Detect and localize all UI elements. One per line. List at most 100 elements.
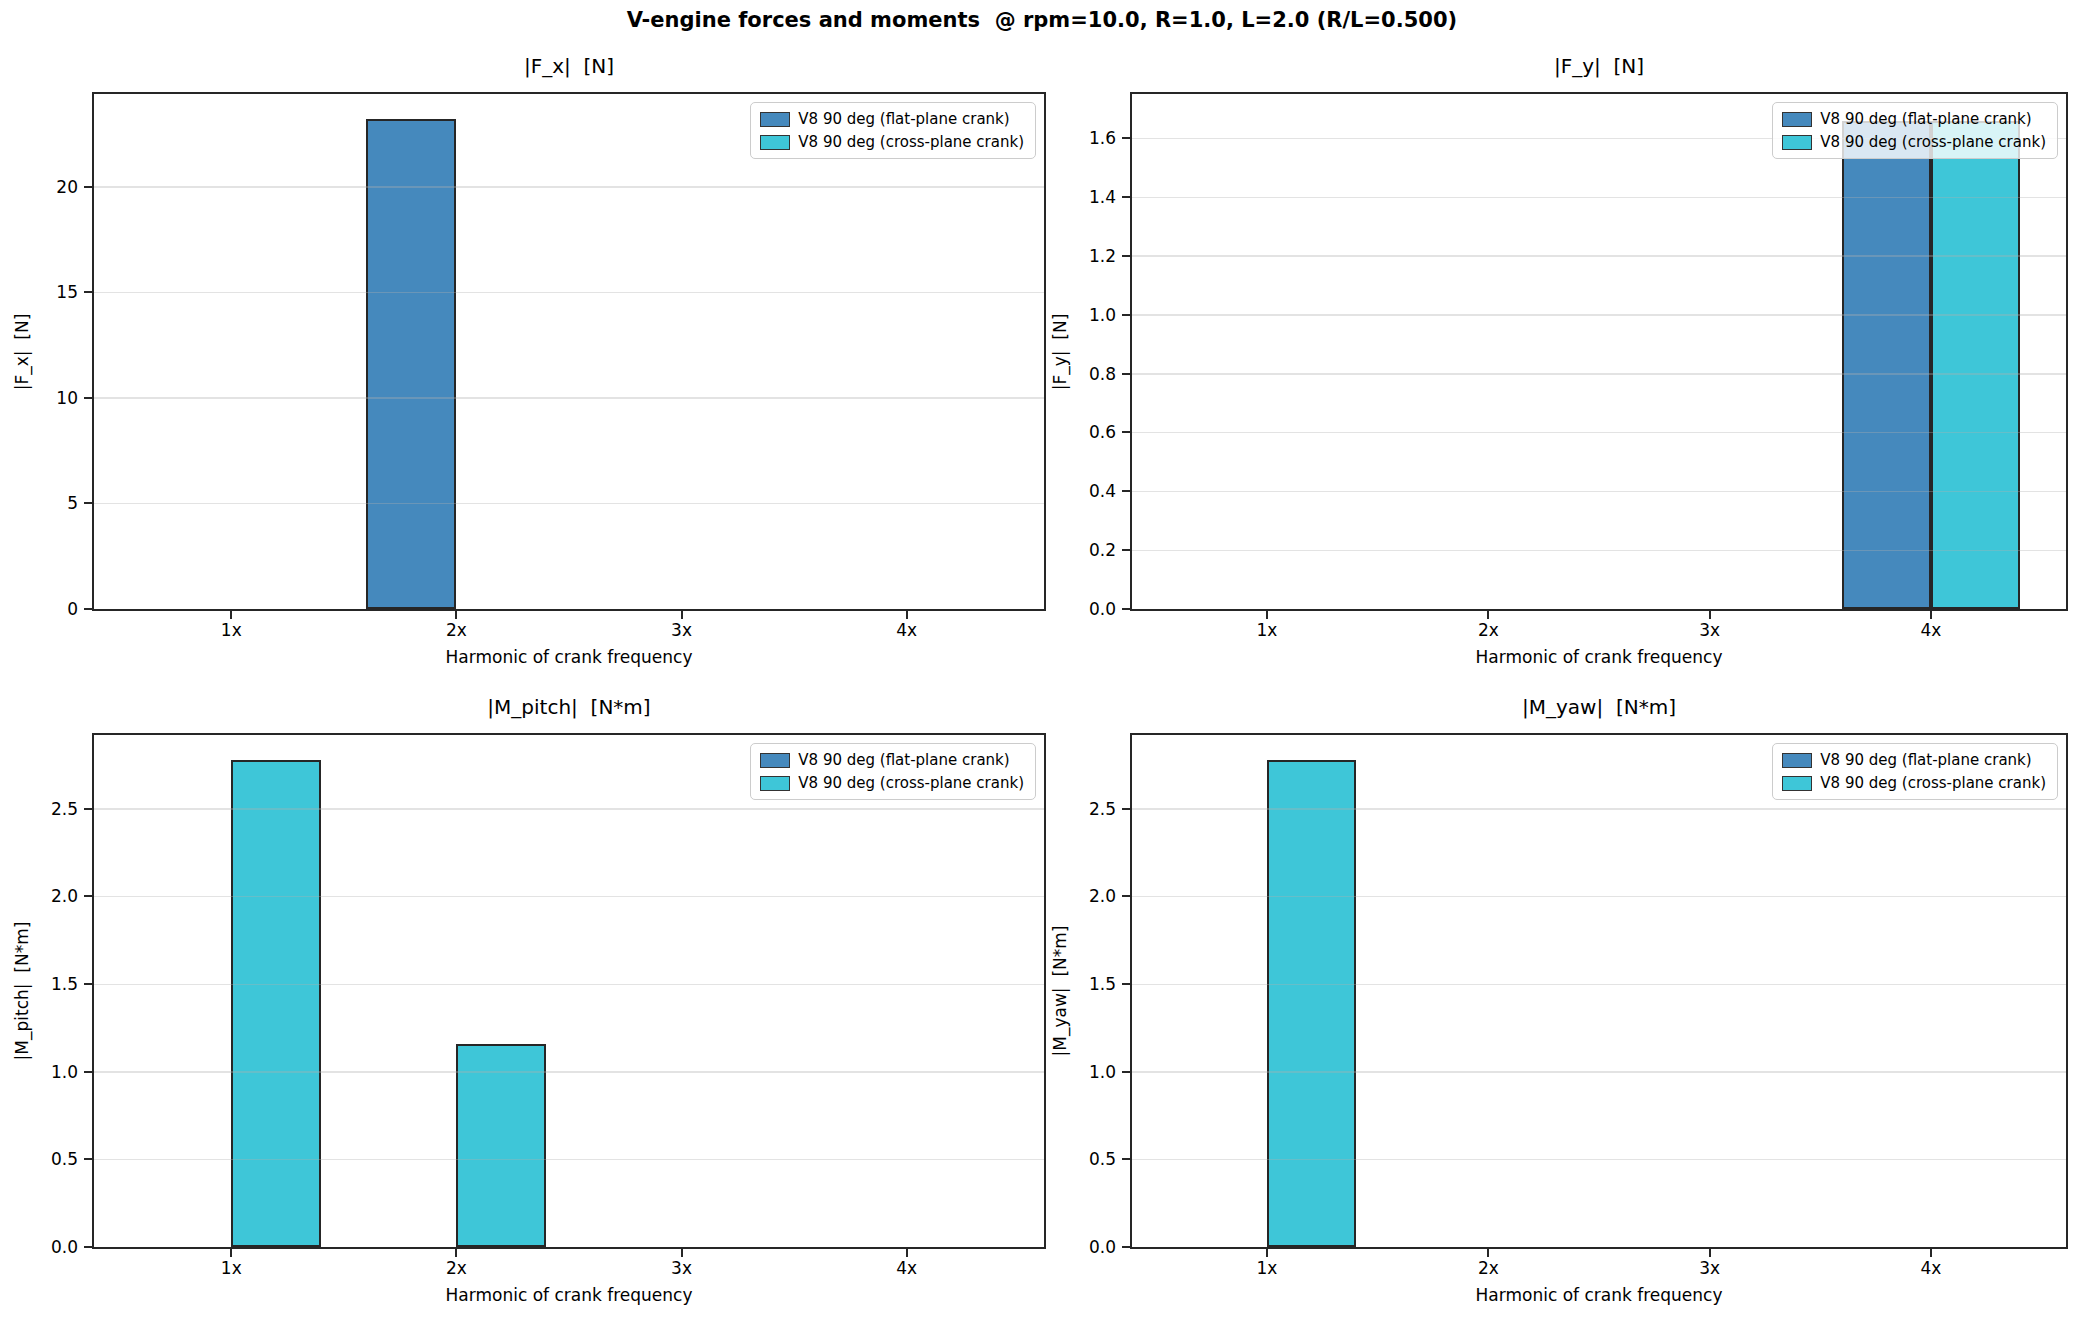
- x-tick-mark: [1709, 611, 1711, 619]
- y-tick-label: 2.0: [1089, 888, 1116, 905]
- gridline: [94, 186, 1044, 188]
- gridline: [94, 984, 1044, 986]
- bar-cross-plane-2x: [456, 1044, 546, 1247]
- cross-plane-swatch: [1782, 135, 1812, 150]
- y-tick-mark: [1122, 983, 1130, 985]
- legend-entry: V8 90 deg (cross-plane crank): [1782, 133, 2046, 151]
- y-tick-label: 0.5: [51, 1151, 78, 1168]
- plot-area-mpitch: 0.00.51.01.52.02.51x2x3x4xV8 90 deg (fla…: [92, 733, 1046, 1249]
- y-tick-mark: [1122, 373, 1130, 375]
- x-tick-label: 1x: [221, 1260, 242, 1277]
- x-tick-label: 3x: [671, 622, 692, 639]
- x-tick-label: 4x: [896, 622, 917, 639]
- y-tick-label: 0.0: [1089, 1239, 1116, 1256]
- y-tick-mark: [84, 1246, 92, 1248]
- gridline: [94, 808, 1044, 810]
- y-tick-label: 1.4: [1089, 189, 1116, 206]
- subplot-fx: |F_x| [N] |F_x| [N] 051015201x2x3x4xV8 9…: [92, 92, 1046, 611]
- y-tick-label: 0.0: [1089, 601, 1116, 618]
- gridline: [94, 292, 1044, 294]
- x-axis-label-fx: Harmonic of crank frequency: [92, 647, 1046, 667]
- y-tick-label: 0.0: [51, 1239, 78, 1256]
- y-tick-label: 1.0: [51, 1063, 78, 1080]
- y-tick-label: 1.5: [51, 976, 78, 993]
- flat-plane-swatch: [760, 753, 790, 768]
- legend-label: V8 90 deg (flat-plane crank): [1820, 110, 2031, 128]
- y-tick-mark: [84, 397, 92, 399]
- gridline: [1132, 314, 2066, 316]
- y-tick-mark: [84, 983, 92, 985]
- legend-label: V8 90 deg (cross-plane crank): [1820, 774, 2046, 792]
- gridline: [1132, 197, 2066, 199]
- figure-title: V-engine forces and moments @ rpm=10.0, …: [0, 8, 2084, 32]
- gridline: [1132, 1159, 2066, 1161]
- x-tick-label: 1x: [1257, 1260, 1278, 1277]
- subplot-title-fx: |F_x| [N]: [92, 54, 1046, 78]
- gridline: [1132, 1071, 2066, 1073]
- legend: V8 90 deg (flat-plane crank) V8 90 deg (c…: [750, 102, 1036, 159]
- legend-entry: V8 90 deg (flat-plane crank): [1782, 751, 2046, 769]
- legend-label: V8 90 deg (flat-plane crank): [798, 751, 1009, 769]
- y-tick-label: 0.4: [1089, 483, 1116, 500]
- y-tick-label: 1.2: [1089, 247, 1116, 264]
- y-tick-mark: [1122, 1158, 1130, 1160]
- plot-area-fx: 051015201x2x3x4xV8 90 deg (flat-plane cr…: [92, 92, 1046, 611]
- gridline: [1132, 550, 2066, 552]
- gridline: [1132, 373, 2066, 375]
- y-axis-label-fy: |F_y| [N]: [1050, 313, 1070, 390]
- legend-entry: V8 90 deg (flat-plane crank): [760, 751, 1024, 769]
- x-tick-label: 2x: [1478, 1260, 1499, 1277]
- subplot-title-mpitch: |M_pitch| [N*m]: [92, 695, 1046, 719]
- x-tick-mark: [230, 1249, 232, 1257]
- y-tick-mark: [1122, 895, 1130, 897]
- legend-label: V8 90 deg (cross-plane crank): [798, 774, 1024, 792]
- y-tick-mark: [84, 808, 92, 810]
- x-tick-label: 4x: [1921, 622, 1942, 639]
- gridline: [94, 1071, 1044, 1073]
- y-tick-label: 1.0: [1089, 1063, 1116, 1080]
- y-tick-label: 0.8: [1089, 365, 1116, 382]
- bar-flat-plane-2x: [366, 119, 456, 609]
- x-axis-label-fy: Harmonic of crank frequency: [1130, 647, 2068, 667]
- subplot-mpitch: |M_pitch| [N*m] |M_pitch| [N*m] 0.00.51.…: [92, 733, 1046, 1249]
- gridline: [1132, 984, 2066, 986]
- x-tick-mark: [1930, 611, 1932, 619]
- flat-plane-swatch: [1782, 753, 1812, 768]
- y-tick-label: 0: [67, 601, 78, 618]
- legend-entry: V8 90 deg (cross-plane crank): [760, 774, 1024, 792]
- legend-entry: V8 90 deg (flat-plane crank): [1782, 110, 2046, 128]
- y-tick-mark: [84, 1071, 92, 1073]
- y-tick-label: 0.6: [1089, 424, 1116, 441]
- y-tick-mark: [1122, 314, 1130, 316]
- legend: V8 90 deg (flat-plane crank) V8 90 deg (c…: [750, 743, 1036, 800]
- legend-label: V8 90 deg (flat-plane crank): [1820, 751, 2031, 769]
- legend-label: V8 90 deg (cross-plane crank): [798, 133, 1024, 151]
- legend-entry: V8 90 deg (flat-plane crank): [760, 110, 1024, 128]
- y-tick-label: 1.0: [1089, 306, 1116, 323]
- gridline: [94, 1159, 1044, 1161]
- subplot-title-fy: |F_y| [N]: [1130, 54, 2068, 78]
- x-tick-mark: [1266, 1249, 1268, 1257]
- gridline: [1132, 491, 2066, 493]
- x-axis-label-mpitch: Harmonic of crank frequency: [92, 1285, 1046, 1305]
- x-tick-label: 2x: [446, 1260, 467, 1277]
- plot-area-fy: 0.00.20.40.60.81.01.21.41.61x2x3x4xV8 90…: [1130, 92, 2068, 611]
- x-tick-label: 3x: [1699, 1260, 1720, 1277]
- y-tick-label: 2.5: [1089, 800, 1116, 817]
- x-tick-mark: [906, 611, 908, 619]
- y-tick-label: 0.2: [1089, 542, 1116, 559]
- x-tick-label: 2x: [1478, 622, 1499, 639]
- cross-plane-swatch: [1782, 776, 1812, 791]
- gridline: [94, 503, 1044, 505]
- y-tick-mark: [1122, 608, 1130, 610]
- plot-area-myaw: 0.00.51.01.52.02.51x2x3x4xV8 90 deg (fla…: [1130, 733, 2068, 1249]
- x-tick-mark: [1930, 1249, 1932, 1257]
- x-tick-mark: [1709, 1249, 1711, 1257]
- y-tick-mark: [1122, 137, 1130, 139]
- cross-plane-swatch: [760, 135, 790, 150]
- x-tick-mark: [681, 1249, 683, 1257]
- y-tick-mark: [1122, 808, 1130, 810]
- y-tick-mark: [1122, 1246, 1130, 1248]
- y-tick-label: 5: [67, 495, 78, 512]
- x-tick-label: 3x: [1699, 622, 1720, 639]
